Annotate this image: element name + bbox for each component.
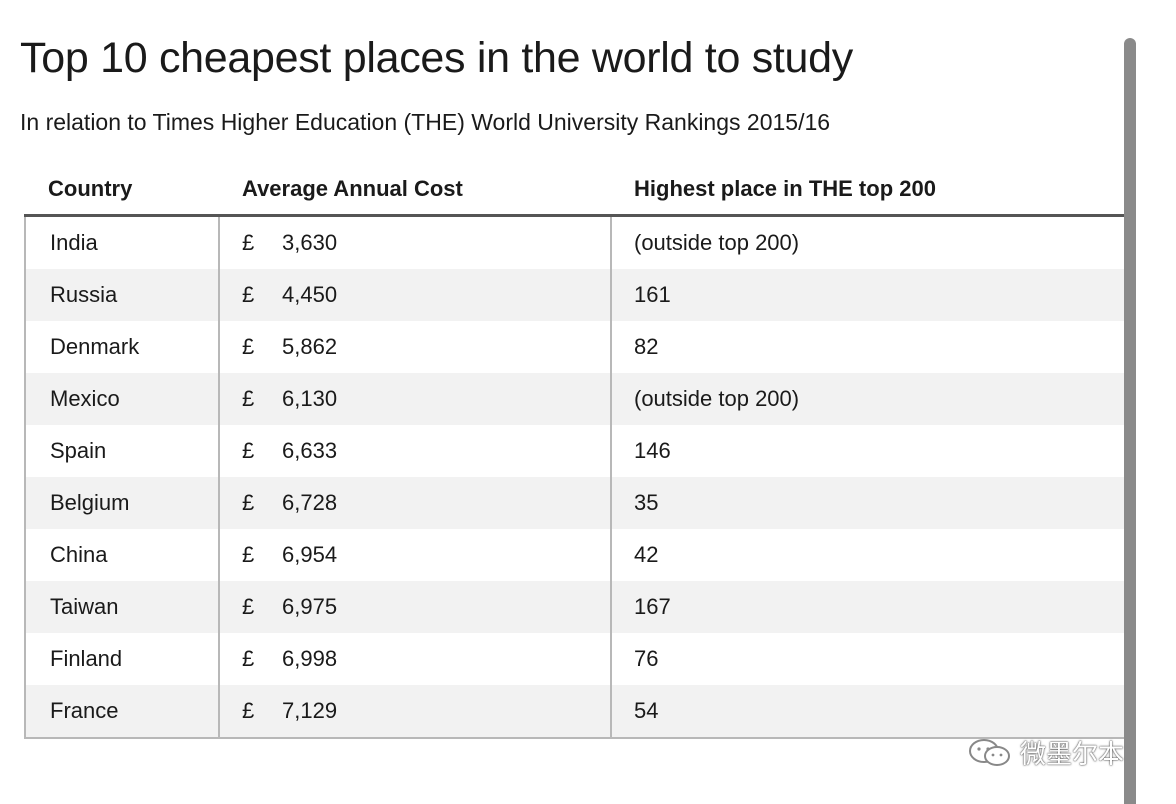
cell-rank: (outside top 200) [634, 386, 800, 411]
cost-value: 6,998 [282, 646, 338, 671]
currency-symbol: £ [242, 334, 255, 359]
cell-cost: £3,630 [220, 217, 612, 269]
watermark: 微墨尔本 [968, 734, 1124, 771]
cell-cost: £6,130 [220, 373, 612, 425]
scrollbar[interactable] [1124, 38, 1136, 804]
currency-symbol: £ [242, 490, 255, 515]
table-row: Spain £6,633 146 [26, 425, 1128, 477]
cell-rank: (outside top 200) [634, 230, 800, 255]
table-row: Finland £6,998 76 [26, 633, 1128, 685]
table-body: India £3,630 (outside top 200) Russia £4,450… [24, 217, 1128, 739]
cost-value: 6,130 [282, 386, 338, 411]
cell-rank: 42 [634, 542, 659, 567]
cell-rank: 161 [634, 282, 671, 307]
currency-symbol: £ [242, 646, 255, 671]
cell-cost: £7,129 [220, 685, 612, 737]
cell-cost: £6,954 [220, 529, 612, 581]
cell-rank: 54 [634, 698, 659, 723]
cost-value: 7,129 [282, 698, 338, 723]
page-title: Top 10 cheapest places in the world to s… [20, 34, 853, 82]
cost-value: 6,954 [282, 542, 338, 567]
cell-rank: 76 [634, 646, 659, 671]
cell-country: France [26, 685, 220, 737]
header-rank: Highest place in THE top 200 [634, 176, 936, 201]
cell-country: Russia [26, 269, 220, 321]
currency-symbol: £ [242, 542, 255, 567]
currency-symbol: £ [242, 594, 255, 619]
table-row: India £3,630 (outside top 200) [26, 217, 1128, 269]
cell-country: Finland [26, 633, 220, 685]
table-row: Denmark £5,862 82 [26, 321, 1128, 373]
currency-symbol: £ [242, 698, 255, 723]
cost-table: Country Average Annual Cost Highest plac… [24, 164, 1128, 739]
cell-cost: £6,633 [220, 425, 612, 477]
wechat-icon [969, 738, 1010, 766]
cost-value: 3,630 [282, 230, 338, 255]
cell-cost: £6,728 [220, 477, 612, 529]
currency-symbol: £ [242, 230, 255, 255]
header-cost: Average Annual Cost [242, 176, 463, 201]
table-row: Mexico £6,130 (outside top 200) [26, 373, 1128, 425]
table-row: Russia £4,450 161 [26, 269, 1128, 321]
cell-country: Mexico [26, 373, 220, 425]
cell-country: Taiwan [26, 581, 220, 633]
table-header: Country Average Annual Cost Highest plac… [24, 164, 1128, 217]
table-row: Taiwan £6,975 167 [26, 581, 1128, 633]
cost-value: 6,633 [282, 438, 338, 463]
cell-cost: £6,975 [220, 581, 612, 633]
cell-rank: 146 [634, 438, 671, 463]
cost-value: 6,728 [282, 490, 338, 515]
page-subtitle: In relation to Times Higher Education (T… [20, 109, 831, 135]
cost-value: 6,975 [282, 594, 338, 619]
cell-cost: £4,450 [220, 269, 612, 321]
table-row: Belgium £6,728 35 [26, 477, 1128, 529]
cost-value: 5,862 [282, 334, 338, 359]
cell-country: China [26, 529, 220, 581]
cell-rank: 35 [634, 490, 659, 515]
header-country: Country [48, 176, 133, 201]
cell-country: Belgium [26, 477, 220, 529]
cell-country: Denmark [26, 321, 220, 373]
cell-rank: 82 [634, 334, 659, 359]
currency-symbol: £ [242, 282, 255, 307]
table-row: France £7,129 54 [26, 685, 1128, 737]
cell-rank: 167 [634, 594, 671, 619]
cell-country: Spain [26, 425, 220, 477]
cell-cost: £5,862 [220, 321, 612, 373]
currency-symbol: £ [242, 386, 255, 411]
table-row: China £6,954 42 [26, 529, 1128, 581]
watermark-text: 微墨尔本 [1020, 739, 1125, 769]
currency-symbol: £ [242, 438, 255, 463]
cell-cost: £6,998 [220, 633, 612, 685]
cost-value: 4,450 [282, 282, 338, 307]
cell-country: India [26, 217, 220, 269]
